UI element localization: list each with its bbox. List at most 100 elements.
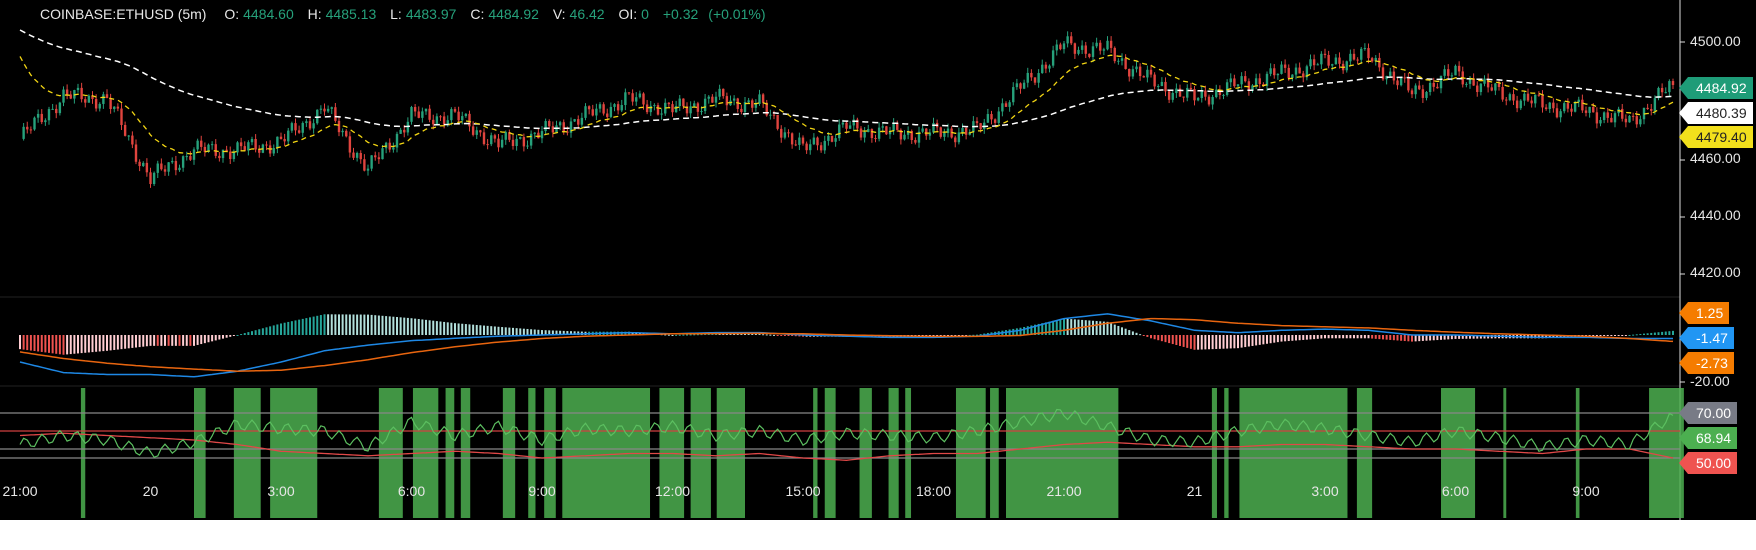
rsi-highlight-band xyxy=(1006,388,1119,518)
candle-body xyxy=(297,130,301,133)
candle-body xyxy=(986,114,990,123)
chart-area[interactable]: COINBASE:ETHUSD (5m) O: 4484.60 H: 4485.13… xyxy=(0,0,1756,520)
macd-histogram-bar xyxy=(943,335,946,336)
candle-body xyxy=(881,126,884,128)
macd-histogram-bar xyxy=(1447,335,1450,340)
macd-histogram-bar xyxy=(381,315,384,335)
macd-histogram-bar xyxy=(153,335,156,346)
rsi-highlight-band xyxy=(1239,388,1348,518)
macd-histogram-bar xyxy=(1015,328,1018,335)
macd-histogram-bar xyxy=(696,334,699,336)
slow-ma-label: 4480.39 xyxy=(1679,102,1753,124)
macd-histogram-bar xyxy=(512,327,514,335)
candle-body xyxy=(674,106,678,113)
candle-body xyxy=(214,144,217,156)
symbol-name[interactable]: COINBASE:ETHUSD (5m) xyxy=(40,6,207,22)
rsi-highlight-band xyxy=(859,388,872,518)
macd-histogram-bar xyxy=(1142,335,1145,336)
candle-body xyxy=(519,137,522,139)
candle-body xyxy=(1048,65,1051,69)
x-tick: 6:00 xyxy=(397,483,426,499)
macd-histogram-bar xyxy=(1088,320,1091,335)
candle-body xyxy=(1030,72,1033,78)
rsi-highlight-band xyxy=(1503,388,1507,518)
macd-histogram-bar xyxy=(1255,335,1258,346)
macd-histogram-bar xyxy=(1363,335,1366,339)
candle-body xyxy=(758,94,761,104)
macd-histogram-bar xyxy=(1240,335,1243,348)
macd-histogram-bar xyxy=(345,314,348,335)
candle-body xyxy=(1443,69,1446,76)
macd-histogram-bar xyxy=(182,335,185,346)
rsi-value-label: 68.94 xyxy=(1678,427,1738,449)
candle-body xyxy=(109,98,112,110)
candle-body xyxy=(421,111,424,118)
macd-histogram-bar xyxy=(1414,335,1417,342)
macd-histogram-bar xyxy=(1131,331,1134,335)
candle-body xyxy=(287,130,290,142)
candle-body xyxy=(334,107,337,121)
candle-body xyxy=(1178,88,1182,97)
candle-body xyxy=(1624,118,1628,123)
macd-histogram-bar xyxy=(497,326,500,335)
rsi-highlight-band xyxy=(824,388,836,518)
candle-body xyxy=(1196,98,1200,101)
candle-body xyxy=(529,133,533,146)
macd-histogram-bar xyxy=(950,335,953,336)
rsi-highlight-band xyxy=(194,388,206,518)
candle-body xyxy=(1312,59,1316,66)
macd-histogram-bar xyxy=(265,327,268,335)
macd-histogram-bar xyxy=(1309,335,1312,340)
candle-body xyxy=(1660,87,1664,93)
macd-histogram-bar xyxy=(73,335,76,354)
candle-body xyxy=(1142,76,1145,78)
rsi-highlight-band xyxy=(233,388,261,518)
candle-body xyxy=(1599,120,1602,124)
macd-histogram-bar xyxy=(232,335,235,336)
candle-body xyxy=(946,128,950,134)
candle-body xyxy=(747,100,750,103)
candle-body xyxy=(29,129,33,131)
candle-body xyxy=(1316,64,1319,66)
macd-histogram-bar xyxy=(758,334,761,336)
macd-histogram-bar xyxy=(1450,335,1453,340)
candle-body xyxy=(428,108,431,120)
macd-histogram-bar xyxy=(425,319,427,335)
candle-body xyxy=(1573,102,1577,112)
candle-body xyxy=(1309,59,1312,67)
candle-body xyxy=(867,129,870,133)
candle-body xyxy=(352,152,355,158)
candle-body xyxy=(852,119,855,126)
macd-histogram-bar xyxy=(483,325,485,335)
macd-histogram-bar xyxy=(1385,335,1388,340)
candle-body xyxy=(1033,77,1037,83)
candle-body xyxy=(91,95,94,99)
candle-body xyxy=(247,142,250,151)
candle-body xyxy=(1370,58,1374,62)
macd-histogram-bar xyxy=(490,326,493,335)
macd-histogram-bar xyxy=(1624,335,1627,336)
candle-body xyxy=(98,103,101,109)
candle-body xyxy=(1559,111,1562,118)
candle-body xyxy=(40,113,43,123)
candle-body xyxy=(1102,49,1106,51)
candle-body xyxy=(1258,78,1261,85)
macd-histogram-bar xyxy=(432,320,435,335)
candle-body xyxy=(1273,68,1276,76)
candle-body xyxy=(1421,89,1425,98)
macd-histogram-bar xyxy=(443,321,446,335)
candle-body xyxy=(1157,86,1160,88)
macd-histogram-bar xyxy=(1160,335,1163,342)
candle-body xyxy=(1338,57,1341,64)
x-tick: 3:00 xyxy=(1311,483,1339,499)
macd-histogram-bar xyxy=(102,335,105,352)
macd-histogram-bar xyxy=(145,335,148,347)
rsi-highlight-band xyxy=(1649,388,1684,518)
candle-body xyxy=(265,144,268,146)
candle-body xyxy=(1374,57,1377,62)
candle-body xyxy=(250,138,254,143)
candle-body xyxy=(620,105,623,111)
candle-body xyxy=(51,108,54,110)
candle-body xyxy=(711,96,714,103)
macd-histogram-bar xyxy=(566,331,569,335)
